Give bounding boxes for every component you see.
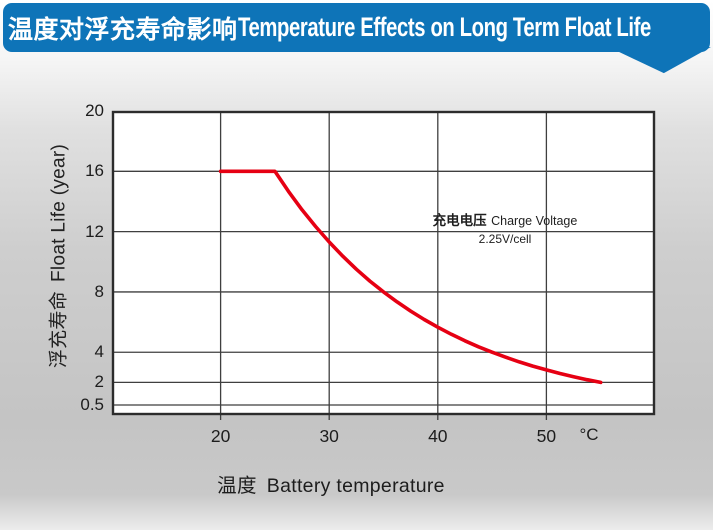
y-tick-label-4: 4 — [94, 342, 104, 362]
charge-voltage-annotation: 充电电压 Charge Voltage 2.25V/cell — [395, 211, 615, 247]
x-tick-label-20: 20 — [210, 426, 231, 446]
x-tick-label-30: 30 — [319, 426, 339, 446]
y-tick-label-0.5: 0.5 — [80, 395, 104, 414]
x-axis-title: 温度 Battery temperature — [151, 469, 511, 498]
y-tick-label-2: 2 — [94, 372, 104, 392]
annotation-zh: 充电电压 — [432, 213, 487, 228]
y-tick-label-16: 16 — [85, 161, 104, 181]
plot-border — [111, 110, 656, 416]
annotation-value: 2.25V/cell — [478, 232, 532, 246]
annotation-en: Charge Voltage — [491, 214, 578, 228]
chart-canvas — [111, 110, 656, 420]
x-tick-label-50: 50 — [536, 426, 557, 446]
title-chinese: 温度对浮充寿命影响 — [8, 15, 238, 44]
annotation-line1: 充电电压 Charge Voltage — [395, 211, 615, 231]
y-tick-label-8: 8 — [94, 281, 104, 301]
float-life-curve — [218, 169, 603, 385]
title-banner: 温度对浮充寿命影响 Temperature Effects on Long Ter… — [3, 3, 710, 52]
x-axis-title-zh: 温度 — [217, 475, 257, 497]
plot-area: 充电电压 Charge Voltage 2.25V/cell — [111, 110, 656, 420]
x-tick-label-40: 40 — [428, 426, 448, 446]
title-english: Temperature Effects on Long Term Float L… — [237, 12, 651, 42]
x-axis-title-en: Battery temperature — [266, 475, 445, 497]
y-tick-label-20: 20 — [85, 101, 104, 120]
x-axis-unit-label: °C — [579, 425, 599, 444]
y-tick-label-12: 12 — [85, 221, 104, 241]
